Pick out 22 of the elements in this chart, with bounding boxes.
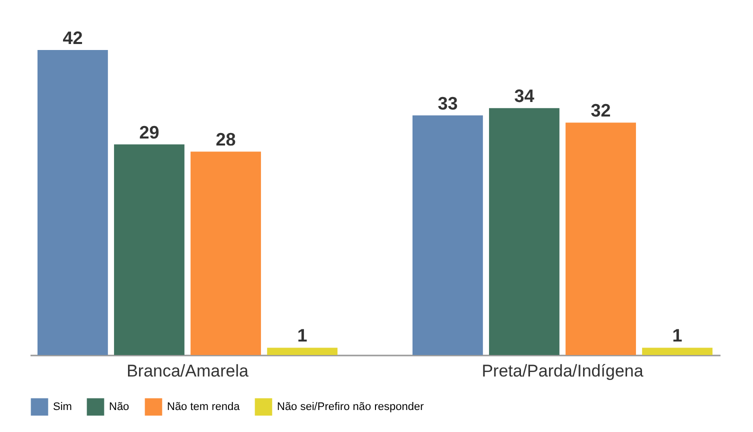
data-label: 32: [590, 100, 611, 121]
bar: [114, 144, 184, 355]
legend-label: Não: [109, 400, 130, 413]
data-label: 42: [62, 28, 83, 48]
bar: [412, 115, 483, 355]
data-label: 1: [672, 326, 682, 346]
data-label: 34: [514, 86, 534, 106]
legend-label: Sim: [53, 400, 72, 413]
bar: [489, 108, 560, 355]
data-label: 28: [216, 130, 236, 150]
bar: [267, 348, 338, 355]
bar: [642, 348, 712, 355]
bar: [38, 50, 108, 355]
legend-label: Não sei/Prefiro não responder: [277, 400, 424, 413]
data-label: 33: [438, 93, 458, 114]
x-tick-label: Preta/Parda/Indígena: [482, 362, 644, 380]
bar: [190, 152, 261, 355]
data-label: 29: [139, 122, 160, 142]
legend-label: Não tem renda: [167, 400, 241, 413]
x-tick-label: Branca/Amarela: [126, 362, 249, 380]
bar: [566, 122, 636, 355]
data-label: 1: [297, 326, 308, 346]
